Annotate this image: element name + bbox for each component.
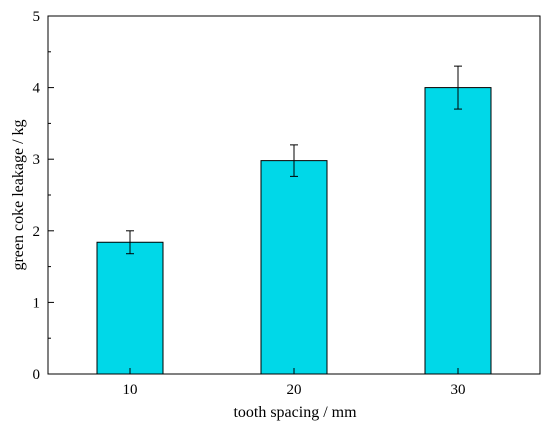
y-tick-label: 2 <box>33 224 41 240</box>
y-tick-label: 1 <box>33 295 41 311</box>
x-tick-label: 30 <box>451 382 466 398</box>
error-bar-20 <box>290 144 298 177</box>
bar-30 <box>424 87 492 375</box>
error-bar-10 <box>126 230 134 255</box>
y-tick-label: 0 <box>33 367 41 383</box>
error-bar-30 <box>454 65 462 110</box>
x-axis-ticks: 10 20 30 <box>123 368 466 398</box>
y-tick-label: 3 <box>33 152 41 168</box>
x-tick-label: 20 <box>287 382 302 398</box>
y-tick-label: 5 <box>33 9 41 25</box>
x-axis-label: tooth spacing / mm <box>233 404 357 421</box>
y-axis-label: green coke leakage / kg <box>10 119 27 270</box>
bar-10 <box>96 241 164 375</box>
bar-20 <box>260 160 328 375</box>
y-axis-ticks: 0 1 2 3 4 5 <box>33 9 54 383</box>
y-tick-label: 4 <box>33 81 41 97</box>
error-bars-group <box>126 65 462 255</box>
bars-group <box>96 87 492 375</box>
x-tick-label: 10 <box>123 382 138 398</box>
